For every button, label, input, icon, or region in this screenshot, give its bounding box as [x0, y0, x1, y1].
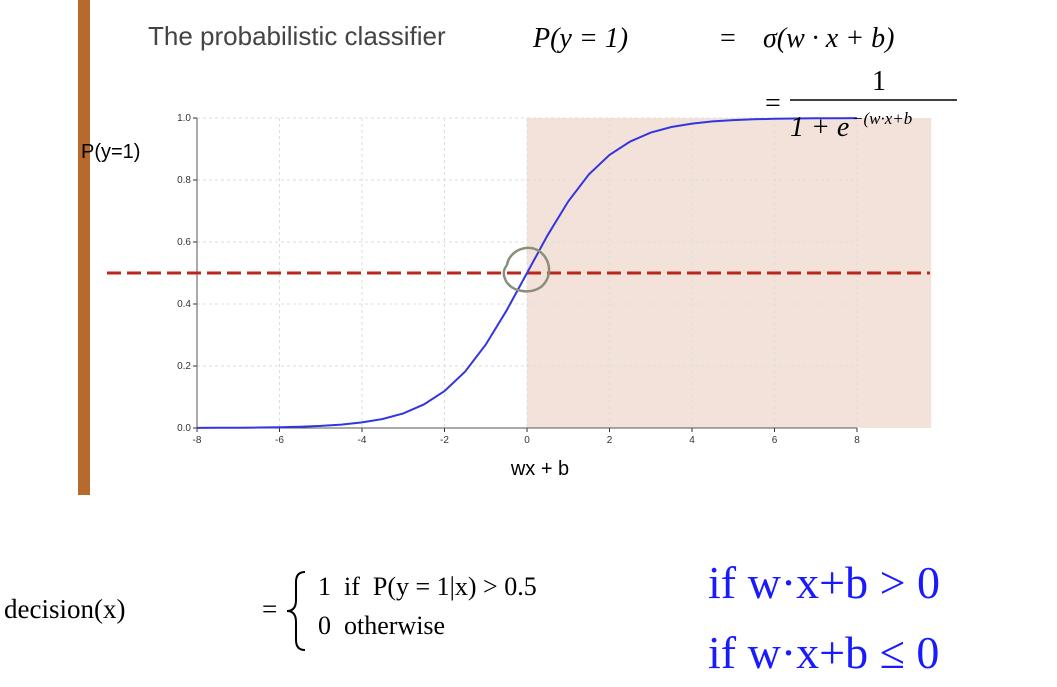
y-tick-label: 0.6: [177, 237, 191, 248]
fraction-num: 1: [872, 66, 886, 97]
decision-lhs: decision(x): [4, 594, 125, 624]
case-1: 1 if P(y = 1|x) > 0.5: [318, 572, 537, 601]
fraction-exp: −(w·x+b: [852, 109, 912, 128]
formula-eq: =: [720, 23, 736, 54]
fraction-den: 1 + e: [790, 112, 849, 143]
x-axis-label: wx + b: [510, 458, 569, 480]
x-tick-label: 0: [524, 435, 530, 446]
sigmoid-curve: [196, 117, 858, 429]
y-axis-label: P(y=1): [81, 141, 140, 163]
y-tick-label: 0.4: [177, 299, 191, 310]
x-tick-label: 8: [854, 435, 860, 446]
formula-lhs: P(y = 1): [532, 23, 628, 54]
highlight-circle: [502, 246, 551, 293]
y-tick-label: 1.0: [177, 113, 191, 124]
condition-2: if w·x+b ≤ 0: [708, 627, 939, 678]
x-tick-label: 6: [772, 435, 778, 446]
y-tick-label: 0.0: [177, 423, 191, 434]
plot: 0.0 0.2 0.4 0.6 0.8 1.0 -8 -6 -4 -2 0 2 4 6 8 P(y=1) wx …: [81, 113, 932, 480]
x-tick-label: 2: [607, 435, 613, 446]
fraction-eq: =: [765, 88, 781, 119]
x-tick-label: -4: [358, 435, 367, 446]
x-tick-label: -8: [193, 435, 202, 446]
axes-frame: [196, 118, 857, 429]
accent-bar: [78, 0, 90, 495]
x-tick-label: -2: [440, 435, 449, 446]
x-tick-label: 4: [689, 435, 695, 446]
decision-eq: =: [262, 594, 277, 624]
title: The probabilistic classifier: [148, 21, 446, 51]
y-tick-label: 0.2: [177, 361, 191, 372]
condition-1: if w·x+b > 0: [708, 557, 940, 608]
case-2: 0 otherwise: [318, 611, 445, 640]
x-tick-label: -6: [275, 435, 284, 446]
brace: [286, 571, 306, 651]
formula-rhs: σ(w · x + b): [763, 23, 894, 54]
y-tick-label: 0.8: [177, 175, 191, 186]
